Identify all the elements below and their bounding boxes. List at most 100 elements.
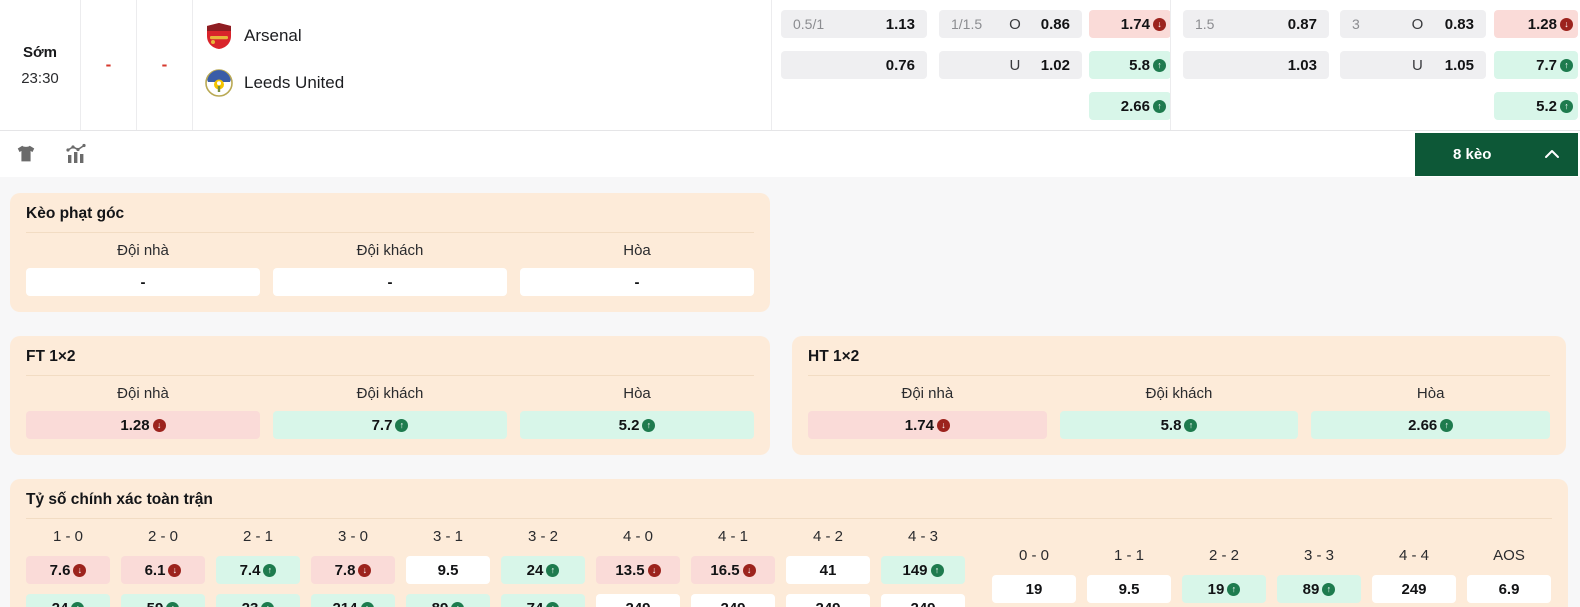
score-odds-cell[interactable]: 13.5 ↓ (596, 556, 680, 584)
score-column: 4 - 0 13.5↓ 249 (596, 528, 680, 607)
handicap-odds-cell[interactable]: 1.03 (1183, 51, 1329, 79)
home-header: Đội nhà (117, 242, 169, 259)
score-odds-cell[interactable]: 89↑ (406, 594, 490, 607)
over-under-column-1: 1/1.5 O 0.86 U 1.02 (939, 10, 1082, 130)
score-odds-cell[interactable]: 74↑ (501, 594, 585, 607)
ht-draw-column: Hòa 2.66 ↑ (1311, 385, 1551, 439)
odds-value: 1.28 (1527, 15, 1557, 33)
ht-draw-odds-cell[interactable]: 2.66 ↑ (1311, 411, 1551, 439)
score-odds-cell[interactable]: 9.5 (406, 556, 490, 584)
ft-1x2-title: FT 1×2 (26, 348, 754, 376)
odds-value: 1.74 (1120, 15, 1150, 33)
ft-home-odds-cell[interactable]: 1.28 ↓ (26, 411, 260, 439)
jersey-icon[interactable] (13, 141, 39, 167)
score-label: 3 - 1 (432, 528, 463, 545)
ft-away-odds-cell[interactable]: 7.7 ↑ (273, 411, 507, 439)
score-draw-group: 0 - 0 19 1 - 1 9.5 2 - 2 19 ↑ 3 - 3 89 ↑ 4 - 4 249 A… (992, 528, 1551, 607)
score-odds-cell[interactable]: 6.9 (1467, 575, 1551, 603)
trend-down-icon: ↓ (168, 563, 182, 577)
score-odds-cell[interactable]: 7.4 ↑ (216, 556, 300, 584)
score-odds-cell[interactable]: 249 (596, 594, 680, 607)
score-odds-cell[interactable]: 249 (786, 594, 870, 607)
score-odds-cell[interactable]: 249 (881, 594, 965, 607)
corner-away-odds-cell[interactable]: - (273, 268, 507, 296)
ht-away-odds-cell[interactable]: 5.8 ↑ (1059, 411, 1299, 439)
score-odds-cell[interactable]: 89↑ (1277, 575, 1361, 603)
corner-home-odds-cell[interactable]: - (26, 268, 260, 296)
score-odds-cell[interactable]: 214↑ (311, 594, 395, 607)
odds-value: 149 (902, 561, 928, 579)
score-dash-1: - (105, 55, 112, 74)
trend-down-icon: ↓ (1560, 17, 1573, 31)
ht-1x2-title: HT 1×2 (808, 348, 1550, 376)
home-win-odds-cell[interactable]: 1.74 ↓ (1089, 10, 1171, 38)
away-win-odds-cell[interactable]: 7.7 ↑ (1494, 51, 1578, 79)
score-odds-cell[interactable]: 24↑ (26, 594, 110, 607)
trend-up-icon: ↑ (451, 601, 465, 607)
score-odds-cell[interactable]: 249 (1372, 575, 1456, 603)
ft-away-column: Đội khách 7.7 ↑ (273, 385, 507, 439)
score-column: 3 - 224↑74↑ (501, 528, 585, 607)
handicap-odds-cell[interactable]: 0.5/1 1.13 (781, 10, 927, 38)
corner-draw-odds-cell[interactable]: - (520, 268, 754, 296)
over-odds: 0.83 (1444, 15, 1474, 33)
score-odds-cell[interactable]: 19 ↑ (1182, 575, 1266, 603)
odds-value: 9.5 (1118, 580, 1140, 598)
odds-value: 249 (625, 600, 650, 607)
odds-value: 7.6 (49, 561, 71, 579)
ft-draw-column: Hòa 5.2 ↑ (520, 385, 754, 439)
trend-up-icon: ↑ (1560, 58, 1573, 72)
score-label: 4 - 2 (812, 528, 843, 545)
chevron-up-icon (1545, 150, 1559, 158)
odds-value: 5.2 (618, 416, 640, 434)
ft-draw-odds-cell[interactable]: 5.2 ↑ (520, 411, 754, 439)
under-odds-cell[interactable]: U 1.02 (939, 51, 1082, 79)
ht-home-odds-cell[interactable]: 1.74 ↓ (808, 411, 1047, 439)
odds-value: 89 (1302, 580, 1320, 598)
score-odds-cell[interactable]: 41 (786, 556, 870, 584)
score-odds-cell[interactable]: 249 (691, 594, 775, 607)
score-label: 1 - 1 (1113, 547, 1144, 564)
correct-score-title: Tỷ số chính xác toàn trận (26, 491, 1552, 519)
odds-value: 1.74 (904, 416, 934, 434)
score-odds-cell[interactable]: 24↑ (501, 556, 585, 584)
home-win-odds-cell[interactable]: 1.28 ↓ (1494, 10, 1578, 38)
stats-chart-icon[interactable] (63, 141, 89, 167)
handicap-odds-cell[interactable]: 0.76 (781, 51, 927, 79)
odds-value: 6.9 (1498, 580, 1520, 598)
under-odds-cell[interactable]: U 1.05 (1340, 51, 1486, 79)
ht-1x2-section: HT 1×2 Đội nhà 1.74 ↓ Đội khách 5.8 ↑ (792, 336, 1566, 455)
away-team-name: Leeds United (244, 73, 345, 92)
over-under-column-2: 3 O 0.83 U 1.05 (1340, 10, 1486, 130)
trend-down-icon: ↓ (647, 563, 661, 577)
over-odds-cell[interactable]: 1/1.5 O 0.86 (939, 10, 1082, 38)
odds-value: 249 (815, 600, 840, 607)
trend-up-icon: ↑ (1153, 99, 1166, 113)
score-column: 4 - 4 249 (1372, 528, 1456, 607)
home-team-row[interactable]: Arsenal (205, 16, 771, 56)
score-odds-cell[interactable]: 16.5 ↓ (691, 556, 775, 584)
score-column: 2 - 0 6.1↓ 59↑ (121, 528, 205, 607)
draw-odds-cell[interactable]: 5.2 ↑ (1494, 92, 1578, 120)
score-odds-cell[interactable]: 7.8 ↓ (311, 556, 395, 584)
teams-column: Arsenal Leeds United (193, 0, 771, 130)
away-win-odds-cell[interactable]: 5.8 ↑ (1089, 51, 1171, 79)
trend-up-icon: ↑ (71, 601, 85, 607)
odds-value: 7.7 (1536, 56, 1557, 74)
score-odds-cell[interactable]: 7.6 ↓ (26, 556, 110, 584)
away-header: Đội khách (356, 242, 424, 259)
corner-odds-title: Kèo phạt góc (26, 205, 754, 233)
score-odds-cell[interactable]: 23↑ (216, 594, 300, 607)
over-odds-cell[interactable]: 3 O 0.83 (1340, 10, 1486, 38)
handicap-odds-cell[interactable]: 1.5 0.87 (1183, 10, 1329, 38)
odds-count-expand-button[interactable]: 8 kèo (1415, 132, 1578, 176)
home-header: Đội nhà (901, 385, 954, 402)
score-odds-cell[interactable]: 149 ↑ (881, 556, 965, 584)
score-odds-cell[interactable]: 19 (992, 575, 1076, 603)
away-team-row[interactable]: Leeds United (205, 63, 771, 103)
score-odds-cell[interactable]: 6.1 ↓ (121, 556, 205, 584)
draw-odds-cell[interactable]: 2.66 ↑ (1089, 92, 1171, 120)
markets-body: Kèo phạt góc Đội nhà - Đội khách - Hòa - (0, 177, 1580, 607)
score-odds-cell[interactable]: 59↑ (121, 594, 205, 607)
score-odds-cell[interactable]: 9.5 (1087, 575, 1171, 603)
